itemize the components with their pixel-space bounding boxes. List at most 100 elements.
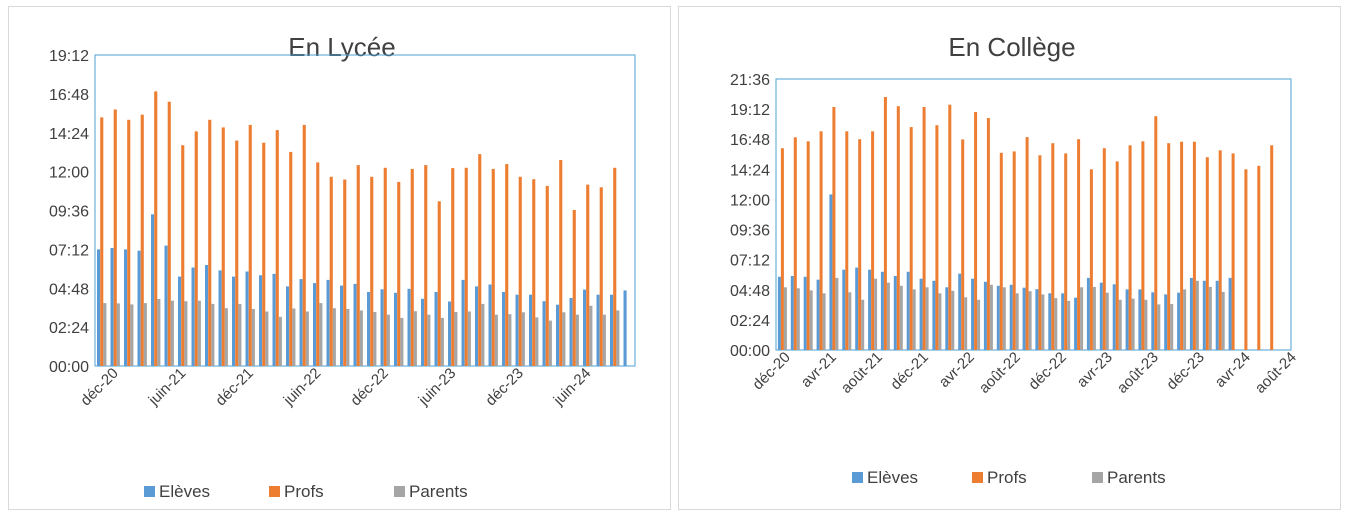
college-bar-elèves <box>1061 293 1065 350</box>
lycee-legend-label: Profs <box>284 482 324 501</box>
lycee-bar-parents <box>494 314 498 366</box>
lycee-y-tick-label: 09:36 <box>49 204 89 221</box>
lycee-bar-elèves <box>326 279 330 366</box>
college-bar-elèves <box>1215 280 1219 350</box>
lycee-bar-parents <box>130 304 134 366</box>
lycee-bar-profs <box>424 165 428 366</box>
lycee-bar-profs <box>586 184 590 366</box>
college-plot-area <box>775 78 1292 351</box>
college-bar-elèves <box>1189 277 1193 350</box>
lycee-bar-profs <box>127 119 131 366</box>
lycee-bar-parents <box>238 303 242 366</box>
college-bar-elèves <box>1151 292 1155 350</box>
college-bar-parents <box>861 299 865 350</box>
lycee-y-tick-label: 16:48 <box>49 87 89 104</box>
lycee-bar-parents <box>481 303 485 366</box>
lycee-legend-label: Parents <box>409 482 468 501</box>
college-x-tick-label: déc-23 <box>1163 349 1207 393</box>
lycee-bar-elèves <box>407 288 411 366</box>
college-bar-profs <box>1154 116 1158 350</box>
lycee-bar-profs <box>572 210 576 366</box>
lycee-bar-elèves <box>367 292 371 366</box>
lycee-bar-parents <box>548 320 552 366</box>
lycee-bar-profs <box>167 101 171 366</box>
college-bar-profs <box>948 104 952 350</box>
college-bar-profs <box>1180 141 1184 350</box>
lycee-bar-parents <box>521 312 525 366</box>
lycee-bar-elèves <box>529 294 533 366</box>
lycee-bar-elèves <box>259 275 263 366</box>
lycee-bar-elèves <box>178 276 182 366</box>
lycee-bar-parents <box>589 305 593 366</box>
college-x-tick-label: déc-22 <box>1025 349 1069 393</box>
college-x-tick-label: août-23 <box>1114 349 1162 397</box>
college-bar-profs <box>1205 157 1209 350</box>
college-bar-parents <box>1002 287 1006 350</box>
lycee-bar-elèves <box>353 283 357 366</box>
college-bar-profs <box>1257 165 1261 350</box>
college-bar-elèves <box>996 285 1000 350</box>
lycee-bar-elèves <box>394 292 398 366</box>
college-legend-swatch <box>972 472 983 483</box>
lycee-bar-elèves <box>124 249 128 366</box>
college-bar-parents <box>835 277 839 350</box>
college-bar-elèves <box>945 287 949 350</box>
lycee-bar-parents <box>535 317 539 366</box>
college-bar-elèves <box>816 279 820 350</box>
college-bar-elèves <box>1035 289 1039 350</box>
lycee-bar-profs <box>545 185 549 366</box>
college-x-tick-label: avr-22 <box>936 349 978 391</box>
lycee-bar-parents <box>143 303 147 366</box>
college-bar-parents <box>1041 294 1045 350</box>
college-x-tick-label: août-24 <box>1252 349 1300 397</box>
college-bar-profs <box>793 137 797 350</box>
college-bar-profs <box>986 118 990 350</box>
lycee-bar-parents <box>211 303 215 366</box>
lycee-bar-elèves <box>110 248 114 366</box>
college-bar-profs <box>961 139 965 350</box>
lycee-bar-parents <box>359 310 363 366</box>
lycee-bar-parents <box>332 308 336 366</box>
lycee-bar-elèves <box>205 265 209 366</box>
lycee-bar-profs <box>154 91 158 367</box>
college-bar-parents <box>1105 292 1109 350</box>
lycee-bar-profs <box>383 167 387 366</box>
lycee-bar-elèves <box>299 279 303 366</box>
college-bar-profs <box>871 131 875 350</box>
lycee-bar-profs <box>329 176 333 366</box>
college-bar-elèves <box>1138 289 1142 350</box>
lycee-bar-elèves <box>556 304 560 366</box>
lycee-bar-elèves <box>191 267 195 366</box>
college-bar-elèves <box>893 276 897 350</box>
college-bar-elèves <box>1009 284 1013 350</box>
lycee-bar-profs <box>248 124 252 367</box>
lycee-bar-elèves <box>475 286 479 366</box>
college-bar-profs <box>1192 141 1196 350</box>
lycee-y-tick-label: 02:24 <box>49 320 89 337</box>
college-bar-elèves <box>971 278 975 350</box>
college-y-tick-label: 12:00 <box>730 192 770 209</box>
college-bar-elèves <box>829 194 833 350</box>
college-bar-elèves <box>958 273 962 350</box>
college-x-tick-label: déc-21 <box>887 349 931 393</box>
lycee-legend-label: Elèves <box>159 482 210 501</box>
lycee-y-tick-label: 07:12 <box>49 242 89 259</box>
lycee-bar-elèves <box>542 301 546 366</box>
college-bar-parents <box>1067 300 1071 350</box>
college-bar-parents <box>989 284 993 350</box>
college-bar-parents <box>783 287 787 350</box>
college-bar-elèves <box>1202 280 1206 350</box>
lycee-bar-parents <box>602 314 606 366</box>
college-bar-parents <box>1015 293 1019 350</box>
lycee-bar-elèves <box>421 298 425 366</box>
college-legend-swatch <box>852 472 863 483</box>
college-bar-parents <box>1195 280 1199 350</box>
lycee-bar-elèves <box>569 298 573 366</box>
lycee-bar-elèves <box>272 273 276 366</box>
lycee-bar-profs <box>235 140 239 366</box>
lycee-bar-parents <box>373 312 377 366</box>
lycee-bar-elèves <box>151 214 155 366</box>
college-y-tick-label: 14:24 <box>730 162 770 179</box>
lycee-bar-parents <box>278 316 282 366</box>
college-bar-profs <box>922 107 926 350</box>
